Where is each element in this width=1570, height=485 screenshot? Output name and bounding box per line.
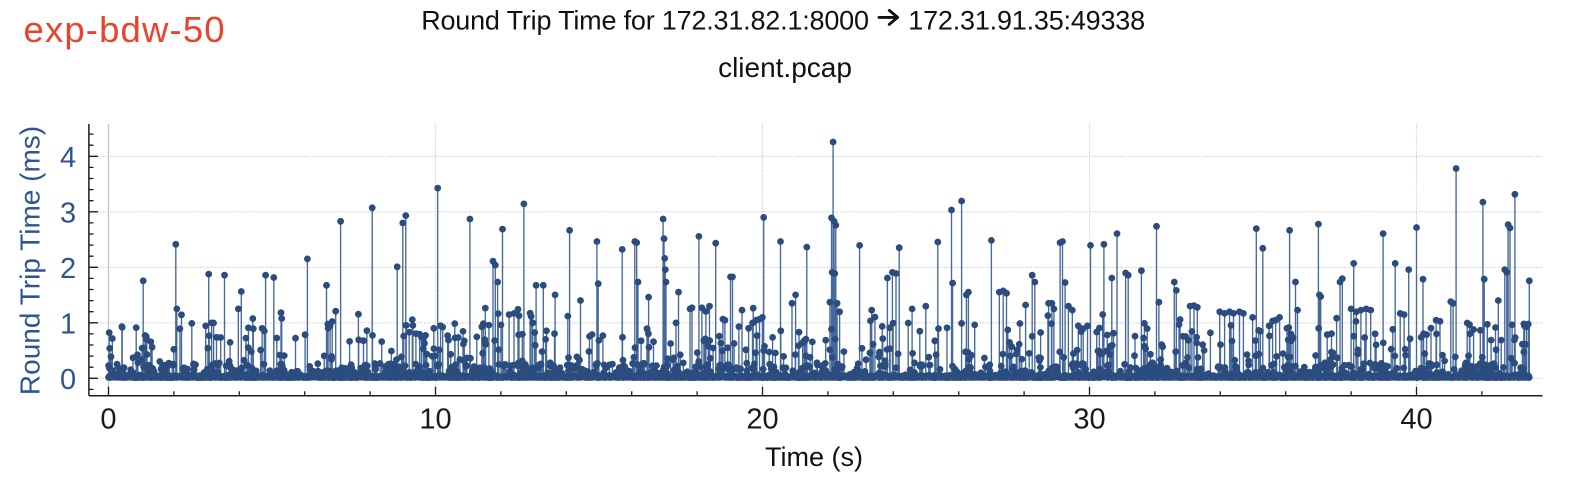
svg-text:1: 1	[60, 308, 76, 340]
svg-text:Round Trip Time for 172.31.82.: Round Trip Time for 172.31.82.1:8000	[421, 6, 869, 36]
svg-text:0: 0	[60, 364, 76, 396]
svg-text:Time (s): Time (s)	[765, 442, 863, 472]
svg-text:0: 0	[100, 404, 116, 436]
svg-text:2: 2	[60, 253, 76, 285]
svg-text:30: 30	[1073, 404, 1105, 436]
svg-text:10: 10	[419, 404, 451, 436]
svg-text:172.31.91.35:49338: 172.31.91.35:49338	[908, 6, 1145, 36]
svg-text:Round Trip Time (ms): Round Trip Time (ms)	[15, 126, 46, 395]
svg-text:4: 4	[60, 142, 76, 174]
svg-text:exp-bdw-50: exp-bdw-50	[24, 9, 226, 50]
svg-text:client.pcap: client.pcap	[718, 52, 852, 83]
svg-text:40: 40	[1400, 404, 1432, 436]
svg-text:3: 3	[60, 197, 76, 229]
svg-text:20: 20	[746, 404, 778, 436]
